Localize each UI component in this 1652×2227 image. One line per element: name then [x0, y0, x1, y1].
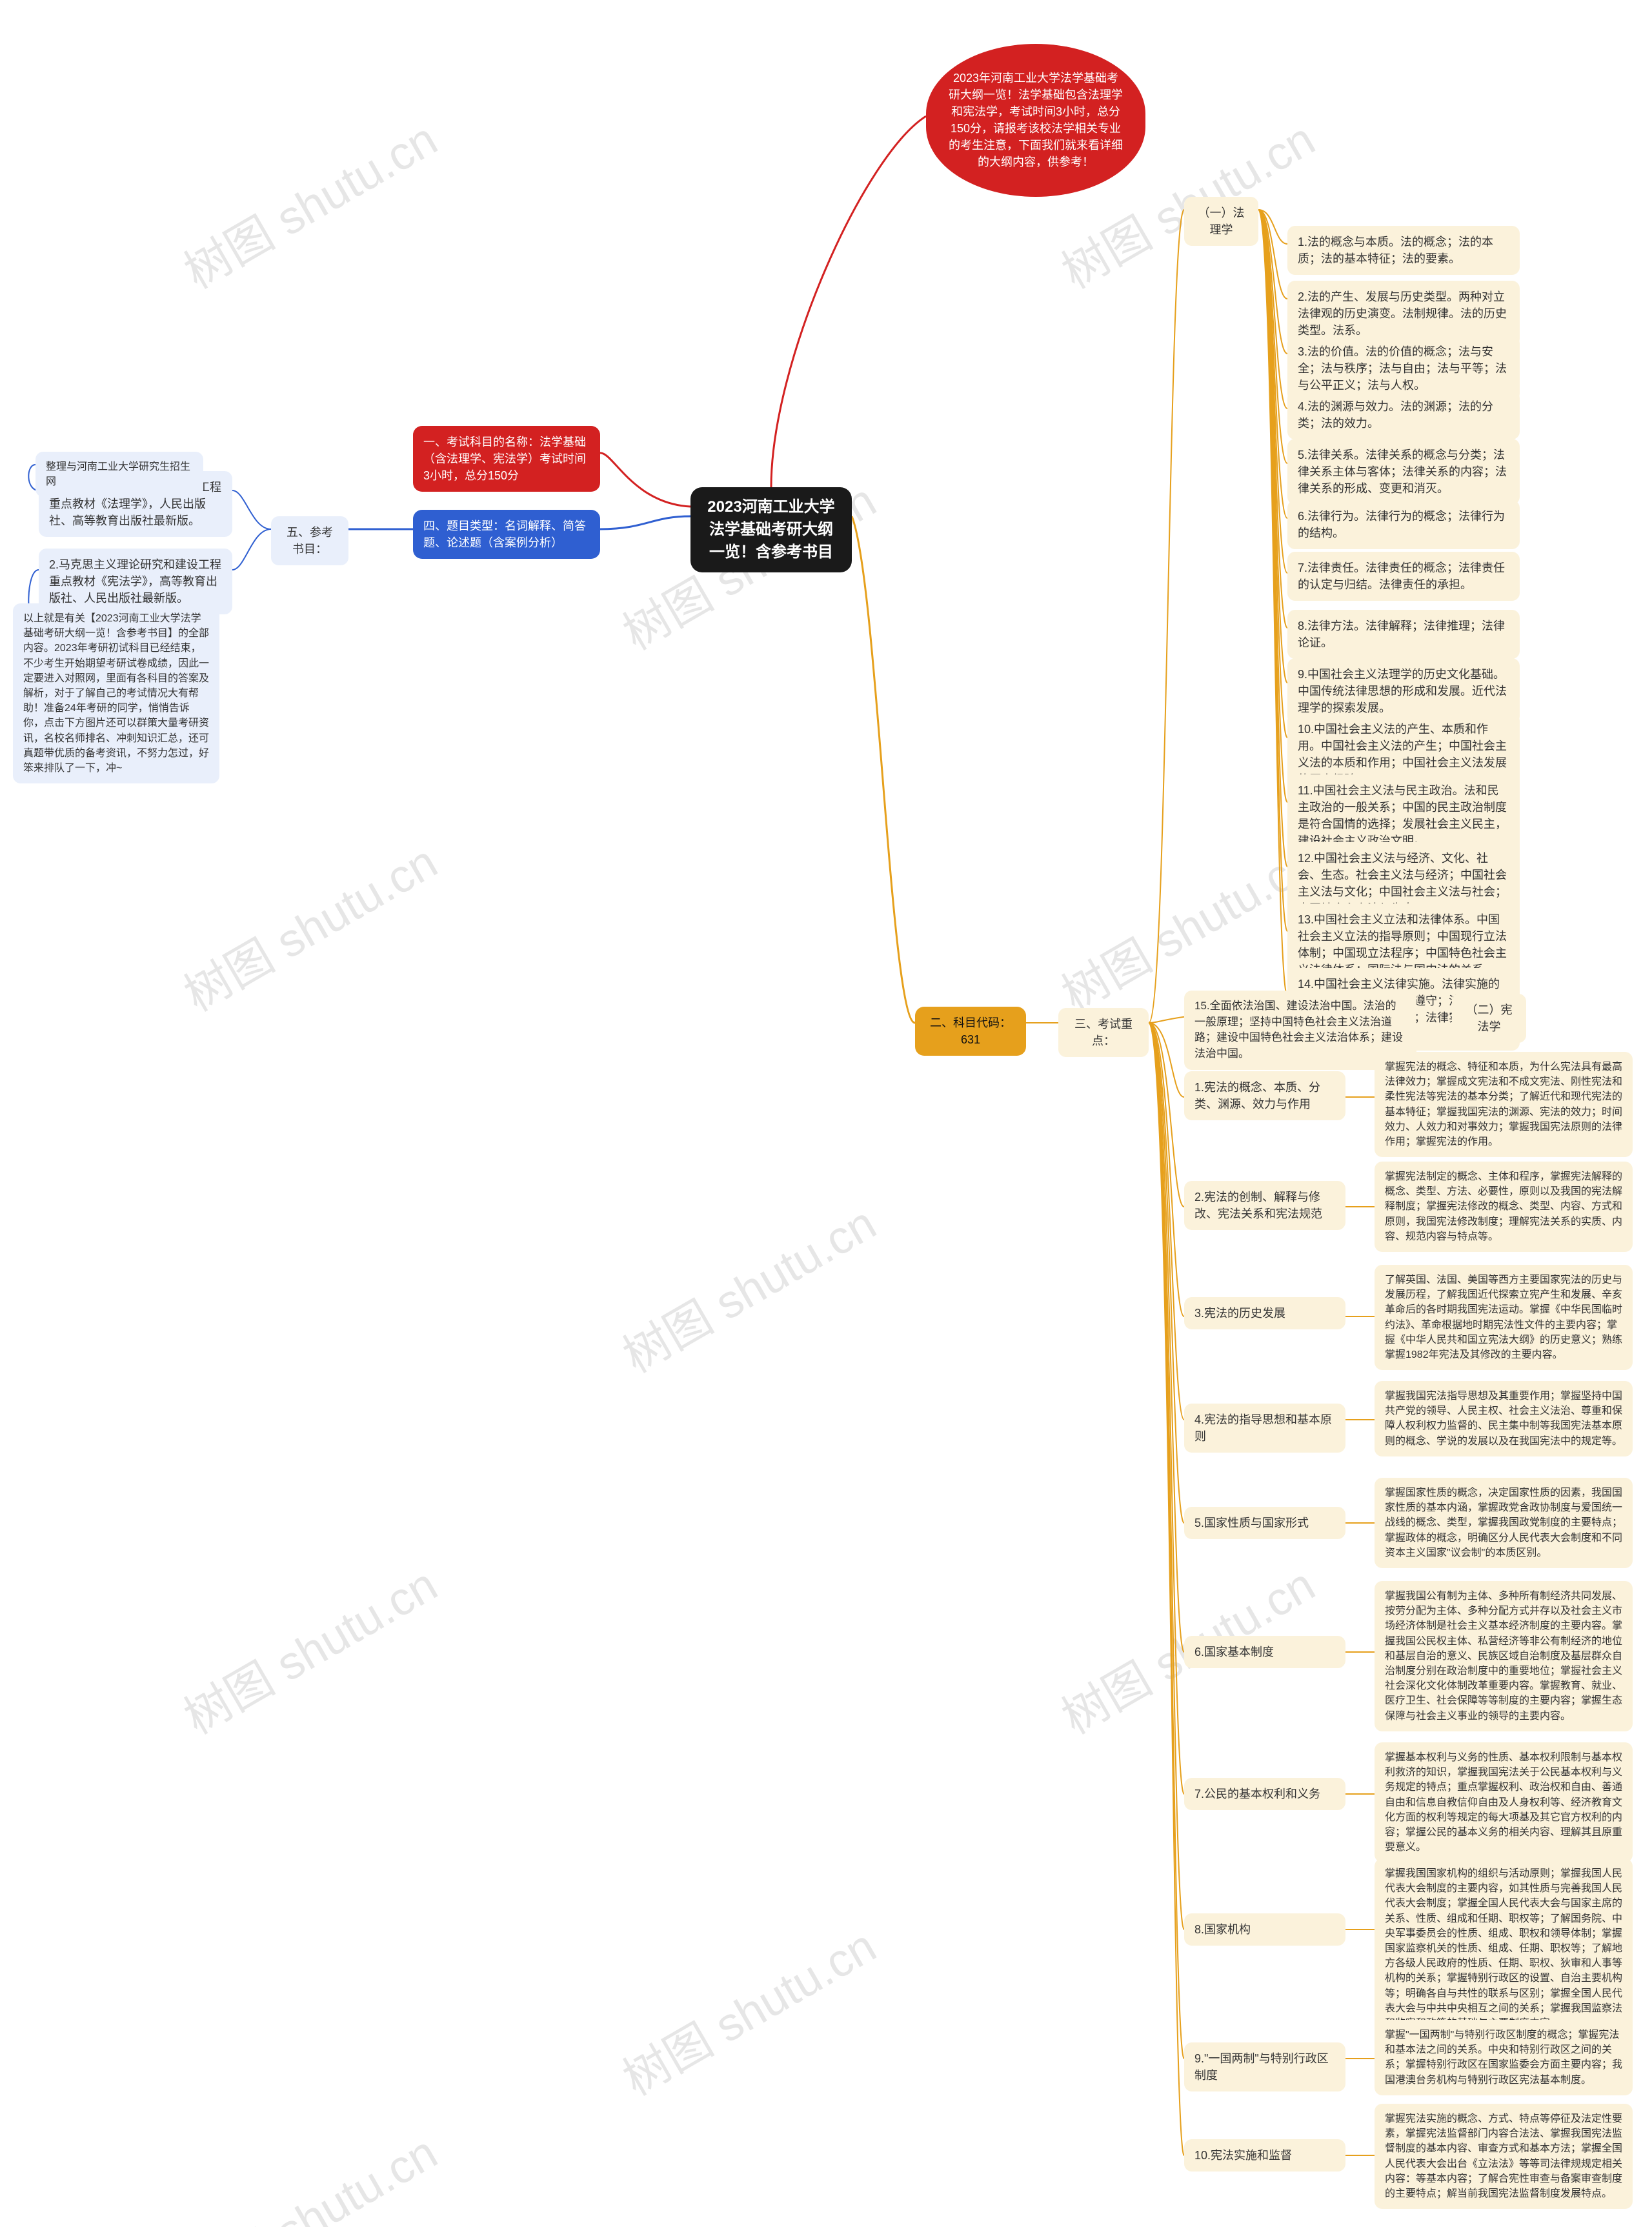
a-4[interactable]: 4.法的渊源与效力。法的渊源；法的分类；法的效力。 — [1287, 390, 1520, 439]
b-7-note[interactable]: 掌握基本权利与义务的性质、基本权利限制与基本权利救济的知识，掌握我国宪法关于公民… — [1375, 1742, 1633, 1862]
a-5[interactable]: 5.法律关系。法律关系的概念与分类；法律关系主体与客体；法律关系的内容；法律关系… — [1287, 439, 1520, 505]
b-3-label[interactable]: 3.宪法的历史发展 — [1184, 1297, 1345, 1329]
canvas: 树图 shutu.cn 树图 shutu.cn 树图 shutu.cn 树图 s… — [0, 0, 1652, 2227]
b-9-note[interactable]: 掌握"一国两制"与特别行政区制度的概念；掌握宪法和基本法之间的关系。中央和特别行… — [1375, 2020, 1633, 2095]
branch-1[interactable]: 一、考试科目的名称：法学基础（含法理学、宪法学）考试时间3小时，总分150分 — [413, 426, 600, 492]
b-5-label[interactable]: 5.国家性质与国家形式 — [1184, 1507, 1345, 1539]
b-9-label[interactable]: 9."一国两制"与特别行政区制度 — [1184, 2042, 1345, 2091]
b-2-label[interactable]: 2.宪法的创制、解释与修改、宪法关系和宪法规范 — [1184, 1181, 1345, 1230]
b-3-note[interactable]: 了解英国、法国、美国等西方主要国家宪法的历史与发展历程，了解我国近代探索立宪产生… — [1375, 1265, 1633, 1370]
branch-4[interactable]: 四、题目类型：名词解释、简答题、论述题（含案例分析） — [413, 510, 600, 559]
watermark: 树图 shutu.cn — [170, 1547, 447, 1747]
a-7[interactable]: 7.法律责任。法律责任的概念；法律责任的认定与归结。法律责任的承担。 — [1287, 552, 1520, 601]
b-6-label[interactable]: 6.国家基本制度 — [1184, 1636, 1345, 1668]
b-5-note[interactable]: 掌握国家性质的概念，决定国家性质的因素，我国国家性质的基本内涵，掌握政党含政协制… — [1375, 1478, 1633, 1568]
branch-5[interactable]: 五、参考书目： — [271, 516, 348, 565]
root-node[interactable]: 2023河南工业大学法学基础考研大纲一览！含参考书目 — [690, 487, 852, 572]
watermark: 树图 shutu.cn — [609, 1186, 886, 1386]
b-8-label[interactable]: 8.国家机构 — [1184, 1913, 1345, 1946]
b-8-note[interactable]: 掌握我国国家机构的组织与活动原则；掌握我国人民代表大会制度的主要内容，如其性质与… — [1375, 1859, 1633, 2039]
branch-3[interactable]: 三、考试重点： — [1058, 1008, 1149, 1057]
b-2-note[interactable]: 掌握宪法制定的概念、主体和程序，掌握宪法解释的概念、类型、方法、必要性，原则以及… — [1375, 1162, 1633, 1252]
b-7-label[interactable]: 7.公民的基本权利和义务 — [1184, 1778, 1345, 1810]
note-2[interactable]: 以上就是有关【2023河南工业大学法学基础考研大纲一览！含参考书目】的全部内容。… — [13, 603, 219, 783]
b-1-label[interactable]: 1.宪法的概念、本质、分类、渊源、效力与作用 — [1184, 1071, 1345, 1120]
a-6[interactable]: 6.法律行为。法律行为的概念；法律行为的结构。 — [1287, 500, 1520, 549]
section-b[interactable]: （二）宪法学 — [1452, 994, 1526, 1043]
intro-bubble[interactable]: 2023年河南工业大学法学基础考研大纲一览！法学基础包含法理学和宪法学，考试时间… — [926, 44, 1145, 197]
section-a[interactable]: （一）法理学 — [1184, 197, 1258, 246]
note-1[interactable]: 整理与河南工业大学研究生招生网 — [35, 452, 203, 497]
a-8[interactable]: 8.法律方法。法律解释；法律推理；法律论证。 — [1287, 610, 1520, 659]
b-10-note[interactable]: 掌握宪法实施的概念、方式、特点等停征及法定性要素，掌握宪法监督部门内容合法法、掌… — [1375, 2104, 1633, 2209]
watermark: 树图 shutu.cn — [170, 825, 447, 1024]
watermark: 树图 shutu.cn — [609, 1909, 886, 2108]
b-10-label[interactable]: 10.宪法实施和监督 — [1184, 2139, 1345, 2172]
watermark: 树图 shutu.cn — [170, 2115, 447, 2227]
b-6-note[interactable]: 掌握我国公有制为主体、多种所有制经济共同发展、按劳分配为主体、多种分配方式并存以… — [1375, 1581, 1633, 1731]
b-4-label[interactable]: 4.宪法的指导思想和基本原则 — [1184, 1404, 1345, 1453]
branch-2[interactable]: 二、科目代码：631 — [915, 1007, 1026, 1056]
a-1[interactable]: 1.法的概念与本质。法的概念；法的本质；法的基本特征；法的要素。 — [1287, 226, 1520, 275]
b-1-note[interactable]: 掌握宪法的概念、特征和本质，为什么宪法具有最高法律效力；掌握成文宪法和不成文宪法… — [1375, 1052, 1633, 1157]
b-4-note[interactable]: 掌握我国宪法指导思想及其重要作用；掌握坚持中国共产党的领导、人民主权、社会主义法… — [1375, 1381, 1633, 1456]
watermark: 树图 shutu.cn — [170, 102, 447, 301]
